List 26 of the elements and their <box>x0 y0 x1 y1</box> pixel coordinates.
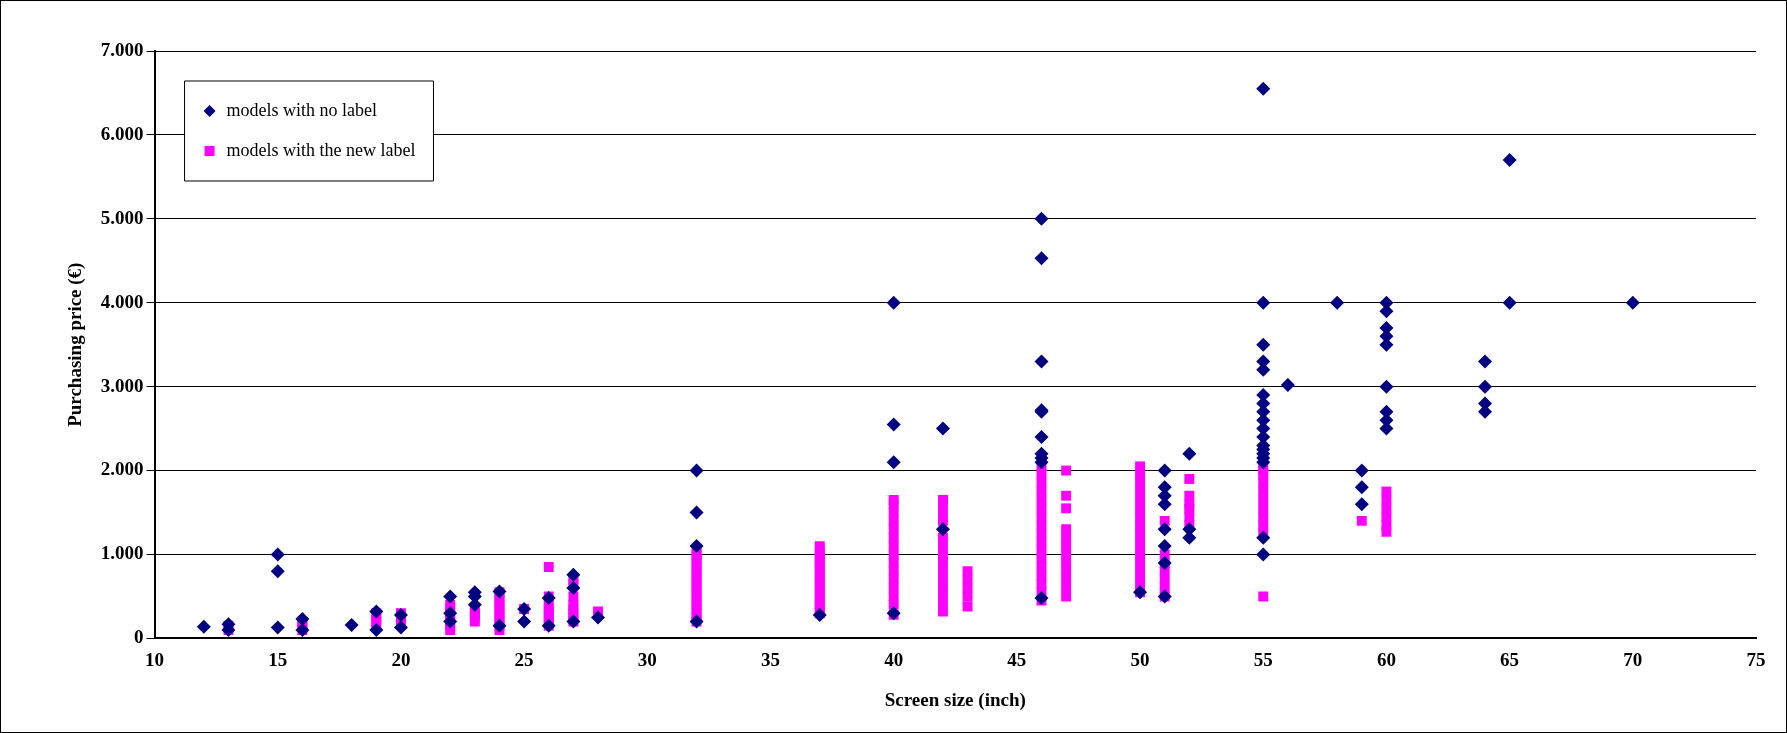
y-tick-label: 2.000 <box>100 458 144 480</box>
x-tick-label: 50 <box>1130 648 1150 670</box>
y-tick-label: 0 <box>134 626 144 648</box>
y-axis-title: Purchasing price (€) <box>64 262 87 427</box>
x-tick-label: 40 <box>884 648 904 670</box>
y-tick-label: 4.000 <box>100 290 144 312</box>
x-tick-label: 60 <box>1376 648 1396 670</box>
x-tick-label: 70 <box>1623 648 1643 670</box>
x-tick-label: 55 <box>1253 648 1273 670</box>
x-tick-label: 65 <box>1500 648 1520 670</box>
y-tick-label: 3.000 <box>100 374 144 396</box>
legend-label: models with no label <box>226 99 378 120</box>
legend-label: models with the new label <box>226 139 416 160</box>
y-tick-label: 7.000 <box>100 38 144 60</box>
x-tick-label: 75 <box>1746 648 1766 670</box>
x-axis-title: Screen size (inch) <box>884 688 1026 711</box>
y-tick-label: 6.000 <box>100 122 144 144</box>
x-tick-label: 15 <box>268 648 288 670</box>
x-tick-label: 35 <box>760 648 780 670</box>
x-tick-label: 45 <box>1007 648 1027 670</box>
x-tick-label: 10 <box>145 648 165 670</box>
x-tick-label: 30 <box>637 648 657 670</box>
x-tick-label: 25 <box>514 648 534 670</box>
y-tick-label: 1.000 <box>100 542 144 564</box>
x-tick-label: 20 <box>391 648 411 670</box>
y-tick-label: 5.000 <box>100 206 144 228</box>
